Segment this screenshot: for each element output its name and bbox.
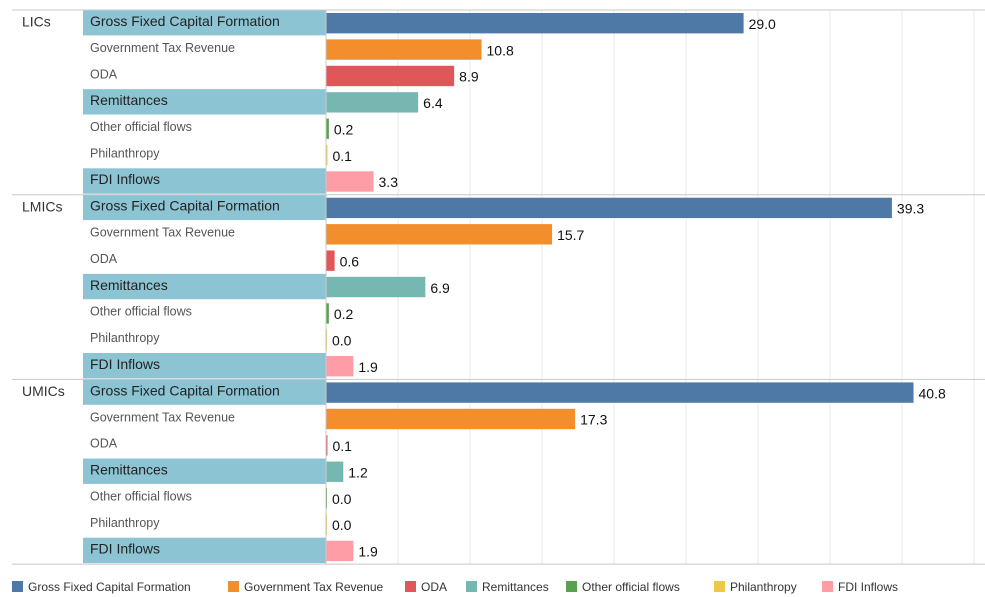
- legend-swatch: [566, 581, 577, 592]
- legend-swatch: [466, 581, 477, 592]
- category-label: Remittances: [90, 461, 168, 477]
- bar: [326, 382, 914, 403]
- legend-swatch: [12, 581, 23, 592]
- legend-label: Other official flows: [582, 580, 680, 594]
- group-label: UMICs: [22, 383, 65, 399]
- bar: [326, 224, 553, 245]
- value-label: 3.3: [379, 174, 399, 190]
- category-label: Gross Fixed Capital Formation: [90, 13, 280, 29]
- bar: [326, 171, 374, 192]
- row-highlight: [83, 10, 326, 36]
- value-label: 29.0: [749, 16, 776, 32]
- group-label: LMICs: [22, 198, 62, 214]
- bar: [326, 13, 744, 34]
- category-label: Government Tax Revenue: [90, 226, 235, 240]
- category-label: ODA: [90, 437, 118, 451]
- legend-label: ODA: [421, 580, 447, 594]
- value-label: 0.1: [332, 148, 352, 164]
- category-label: Government Tax Revenue: [90, 41, 235, 55]
- bar: [326, 356, 354, 377]
- legend-swatch: [228, 581, 239, 592]
- value-label: 6.4: [423, 95, 443, 111]
- category-label: Remittances: [90, 92, 168, 108]
- legend-swatch: [822, 581, 833, 592]
- value-label: 0.0: [332, 333, 352, 349]
- category-label: FDI Inflows: [90, 356, 160, 372]
- bar: [326, 461, 344, 482]
- legend-label: Gross Fixed Capital Formation: [28, 580, 191, 594]
- row-highlight: [83, 537, 326, 564]
- bar: [326, 144, 328, 166]
- legend-label: Philanthropy: [730, 580, 797, 594]
- value-label: 1.2: [348, 464, 368, 480]
- row-highlight: [83, 379, 326, 405]
- value-label: 6.9: [430, 280, 450, 296]
- category-label: Other official flows: [90, 489, 192, 503]
- bar: [326, 39, 482, 60]
- bar: [326, 408, 576, 430]
- row-highlight: [83, 194, 326, 221]
- row-highlight: [83, 168, 326, 194]
- value-label: 8.9: [459, 69, 479, 85]
- category-label: Philanthropy: [90, 516, 160, 530]
- value-label: 40.8: [919, 385, 946, 401]
- category-label: FDI Inflows: [90, 171, 160, 187]
- row-highlight: [83, 353, 326, 379]
- value-label: 17.3: [580, 412, 607, 428]
- bar: [326, 276, 426, 298]
- value-label: 1.9: [358, 544, 378, 560]
- value-label: 39.3: [897, 201, 924, 217]
- category-label: ODA: [90, 252, 118, 266]
- category-label: Philanthropy: [90, 146, 160, 160]
- bar: [326, 435, 328, 456]
- category-label: Gross Fixed Capital Formation: [90, 198, 280, 214]
- category-label: Government Tax Revenue: [90, 410, 235, 424]
- category-label: Gross Fixed Capital Formation: [90, 382, 280, 398]
- bar: [326, 540, 354, 562]
- row-highlight: [83, 458, 326, 484]
- value-label: 0.2: [334, 306, 354, 322]
- value-label: 15.7: [557, 227, 584, 243]
- category-label: Philanthropy: [90, 331, 160, 345]
- legend-label: FDI Inflows: [838, 580, 898, 594]
- legend-swatch: [714, 581, 725, 592]
- bar: [326, 250, 335, 271]
- bar: [326, 65, 455, 87]
- value-label: 0.1: [332, 438, 352, 454]
- bar: [326, 303, 329, 324]
- category-label: Other official flows: [90, 120, 192, 134]
- value-label: 10.8: [487, 42, 514, 58]
- legend-label: Remittances: [482, 580, 549, 594]
- legend-label: Government Tax Revenue: [244, 580, 384, 594]
- bar: [326, 118, 329, 139]
- legend-swatch: [405, 581, 416, 592]
- row-highlight: [83, 89, 326, 115]
- value-label: 0.2: [334, 121, 354, 137]
- value-label: 0.0: [332, 517, 352, 533]
- category-label: Remittances: [90, 277, 168, 293]
- bar: [326, 197, 892, 219]
- category-label: Other official flows: [90, 305, 192, 319]
- value-label: 0.0: [332, 491, 352, 507]
- value-label: 1.9: [358, 359, 378, 375]
- row-highlight: [83, 273, 326, 300]
- group-label: LICs: [22, 14, 51, 30]
- value-label: 0.6: [340, 253, 360, 269]
- bar: [326, 92, 419, 113]
- category-label: FDI Inflows: [90, 541, 160, 557]
- category-label: ODA: [90, 67, 118, 81]
